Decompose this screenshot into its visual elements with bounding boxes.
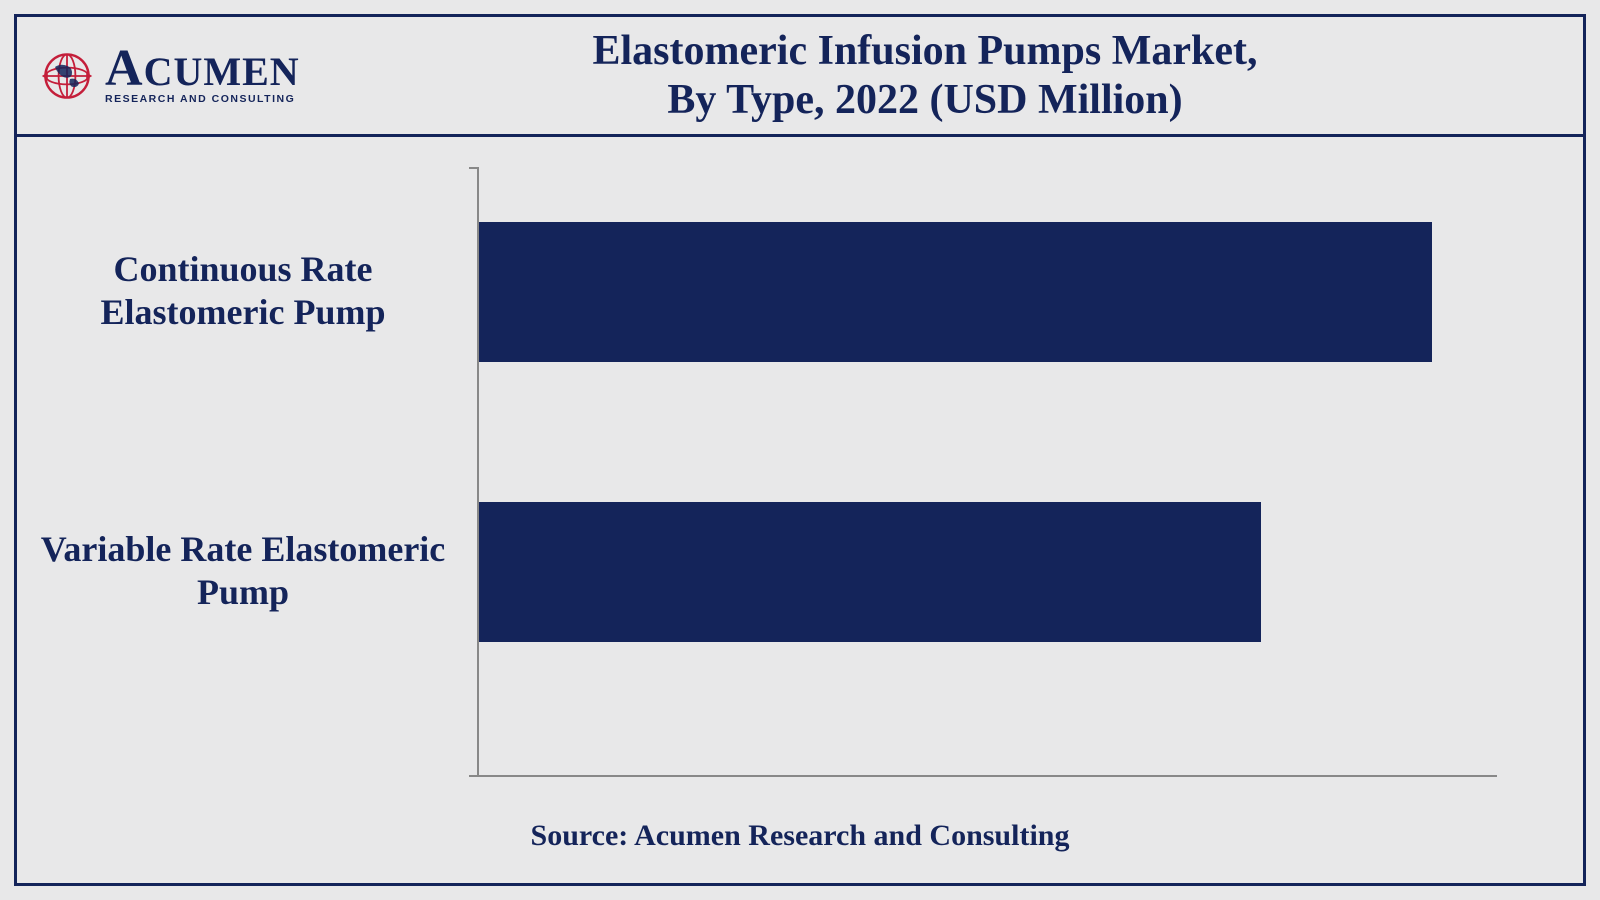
bar	[479, 222, 1432, 362]
bar-label: Variable Rate Elastomeric Pump	[23, 528, 463, 614]
plot	[477, 167, 1537, 777]
axis-tick	[469, 775, 477, 777]
logo: ACUMEN RESEARCH AND CONSULTING	[37, 46, 347, 106]
x-axis	[477, 775, 1497, 777]
outer-frame: ACUMEN RESEARCH AND CONSULTING Elastomer…	[14, 14, 1586, 886]
axis-tick	[469, 167, 477, 169]
logo-main-text: ACUMEN	[105, 46, 300, 93]
logo-sub-text: RESEARCH AND CONSULTING	[105, 93, 300, 105]
source-text: Source: Acumen Research and Consulting	[17, 819, 1583, 853]
globe-icon	[37, 46, 97, 106]
logo-main-rest: CUMEN	[144, 49, 300, 94]
chart-area: Source: Acumen Research and Consulting C…	[17, 137, 1583, 879]
header-box: ACUMEN RESEARCH AND CONSULTING Elastomer…	[17, 17, 1583, 137]
bar	[479, 502, 1261, 642]
title-line-1: Elastomeric Infusion Pumps Market,	[347, 27, 1503, 75]
title-line-2: By Type, 2022 (USD Million)	[347, 76, 1503, 124]
logo-text: ACUMEN RESEARCH AND CONSULTING	[105, 46, 300, 105]
bar-label: Continuous Rate Elastomeric Pump	[23, 248, 463, 334]
chart-title: Elastomeric Infusion Pumps Market, By Ty…	[347, 27, 1563, 124]
